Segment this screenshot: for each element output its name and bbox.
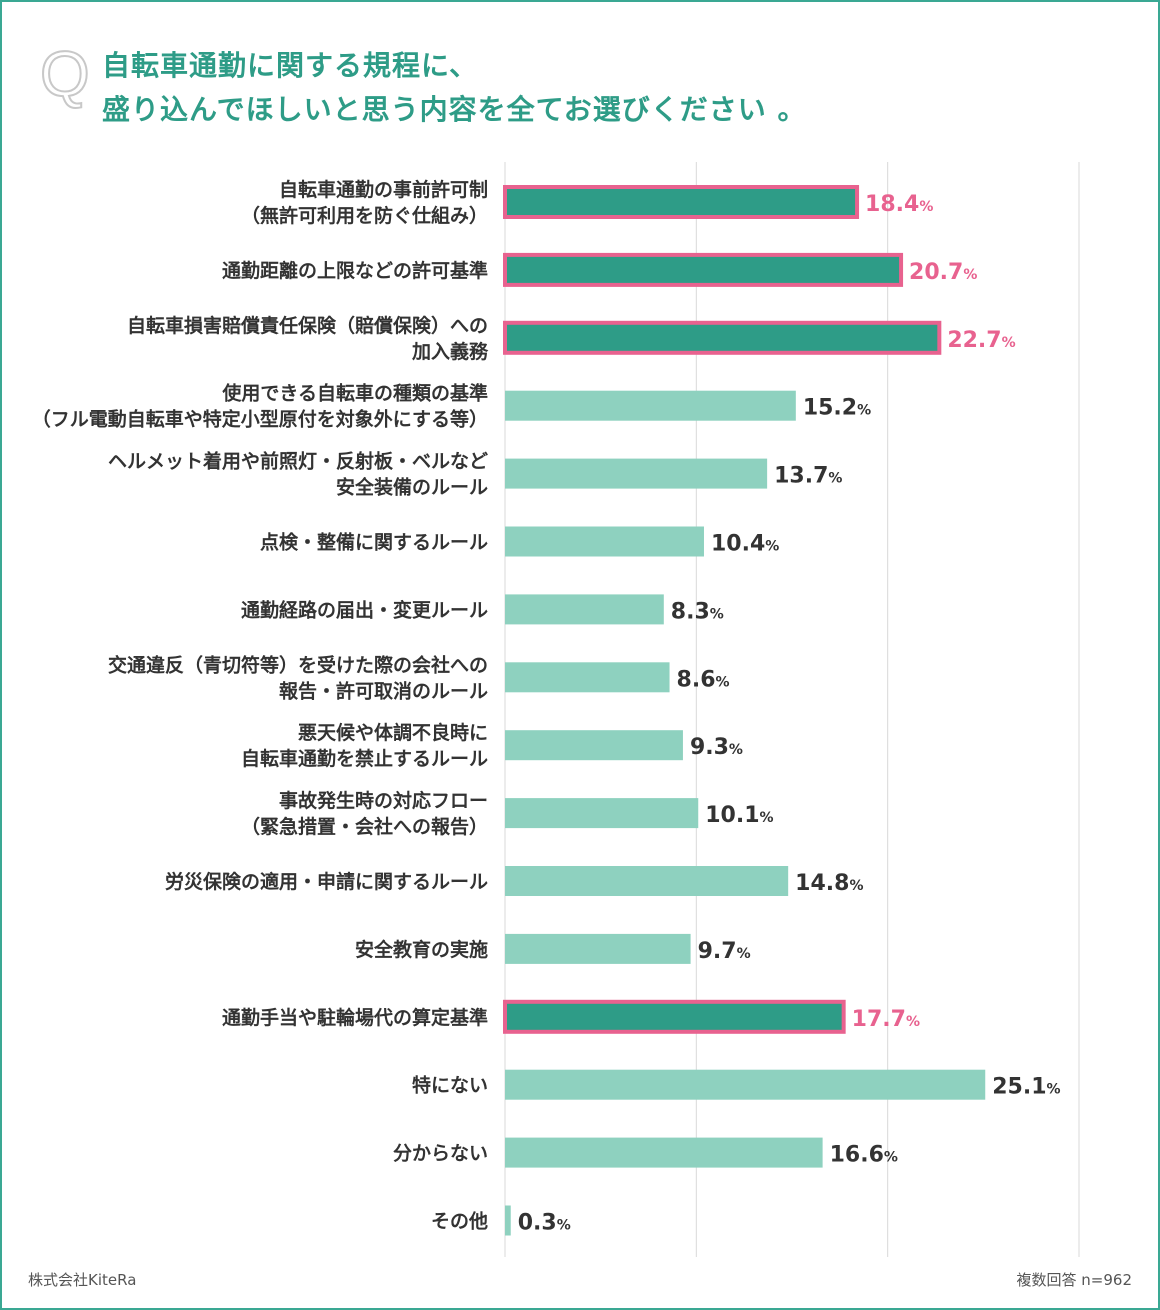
value-label: 20.7%	[909, 260, 977, 285]
title-line-1: 自転車通勤に関する規程に、	[102, 49, 479, 82]
value-label: 10.1%	[705, 803, 773, 828]
value-label: 9.3%	[690, 735, 743, 760]
value-label: 9.7%	[698, 939, 751, 964]
value-label: 10.4%	[711, 532, 779, 557]
bar	[505, 594, 664, 625]
value-label: 17.7%	[852, 1007, 920, 1032]
category-label: （緊急措置・会社への報告）	[241, 815, 488, 838]
category-label: ヘルメット着用や前照灯・反射板・ベルなど	[108, 450, 488, 473]
bar	[505, 662, 670, 693]
value-label: 16.6%	[830, 1143, 898, 1168]
bar	[505, 933, 691, 964]
bar	[505, 730, 683, 761]
value-label: 8.3%	[671, 599, 724, 624]
category-label: （無許可利用を防ぐ仕組み）	[241, 204, 488, 227]
sample-note: 複数回答 n=962	[1016, 1271, 1132, 1289]
category-label: 通勤手当や駐輪場代の算定基準	[222, 1006, 488, 1029]
bar	[505, 798, 699, 829]
value-label: 25.1%	[992, 1075, 1060, 1100]
title-line-2: 盛り込んでほしいと思う内容を全てお選びください 。	[102, 93, 807, 126]
bar	[505, 866, 789, 896]
category-label: 点検・整備に関するルール	[260, 531, 488, 554]
company-name: 株式会社KiteRa	[28, 1271, 137, 1289]
category-label: 自転車通勤を禁止するルール	[241, 747, 488, 770]
bar	[505, 390, 796, 421]
bar	[503, 320, 942, 355]
bar	[503, 185, 860, 219]
category-label: 安全装備のルール	[336, 476, 488, 499]
category-label: 特にない	[412, 1075, 488, 1097]
value-label: 15.2%	[803, 396, 871, 421]
bar	[505, 1137, 823, 1168]
category-label: 悪天候や体調不良時に	[298, 721, 488, 744]
value-label: 14.8%	[795, 871, 863, 896]
category-label: 自転車損害賠償責任保険（賠償保険）への	[127, 314, 488, 337]
category-label: 分からない	[393, 1143, 488, 1165]
category-label: 労災保険の適用・申請に関するルール	[165, 870, 488, 893]
bar	[503, 252, 904, 287]
category-label: （フル電動自転車や特定小型原付を対象外にする等）	[32, 408, 488, 431]
value-label: 13.7%	[774, 464, 842, 489]
category-label: 加入義務	[411, 340, 489, 363]
bar	[505, 1069, 986, 1100]
chart-title: 自転車通勤に関する規程に、 盛り込んでほしいと思う内容を全てお選びください 。	[102, 44, 1102, 132]
value-label: 8.6%	[677, 667, 730, 692]
category-label: 通勤距離の上限などの許可基準	[222, 259, 488, 282]
category-label: 事故発生時の対応フロー	[279, 789, 488, 812]
value-label: 18.4%	[865, 192, 933, 217]
category-label: 通勤経路の届出・変更ルール	[241, 598, 488, 621]
category-label: 使用できる自転車の種類の基準	[221, 382, 488, 405]
category-label: 報告・許可取消のルール	[279, 679, 488, 702]
bar	[505, 1205, 511, 1236]
bar	[503, 999, 846, 1034]
q-mark-icon: Q	[39, 37, 91, 110]
bar	[505, 458, 768, 489]
category-label: 安全教育の実施	[355, 938, 488, 961]
value-label: 22.7%	[947, 328, 1015, 353]
value-label: 0.3%	[518, 1211, 571, 1236]
bar	[505, 526, 704, 557]
category-label: その他	[431, 1210, 488, 1233]
category-label: 交通違反（青切符等）を受けた際の会社への	[108, 653, 488, 676]
category-label: 自転車通勤の事前許可制	[279, 178, 488, 201]
svg-text:Q: Q	[40, 38, 90, 110]
